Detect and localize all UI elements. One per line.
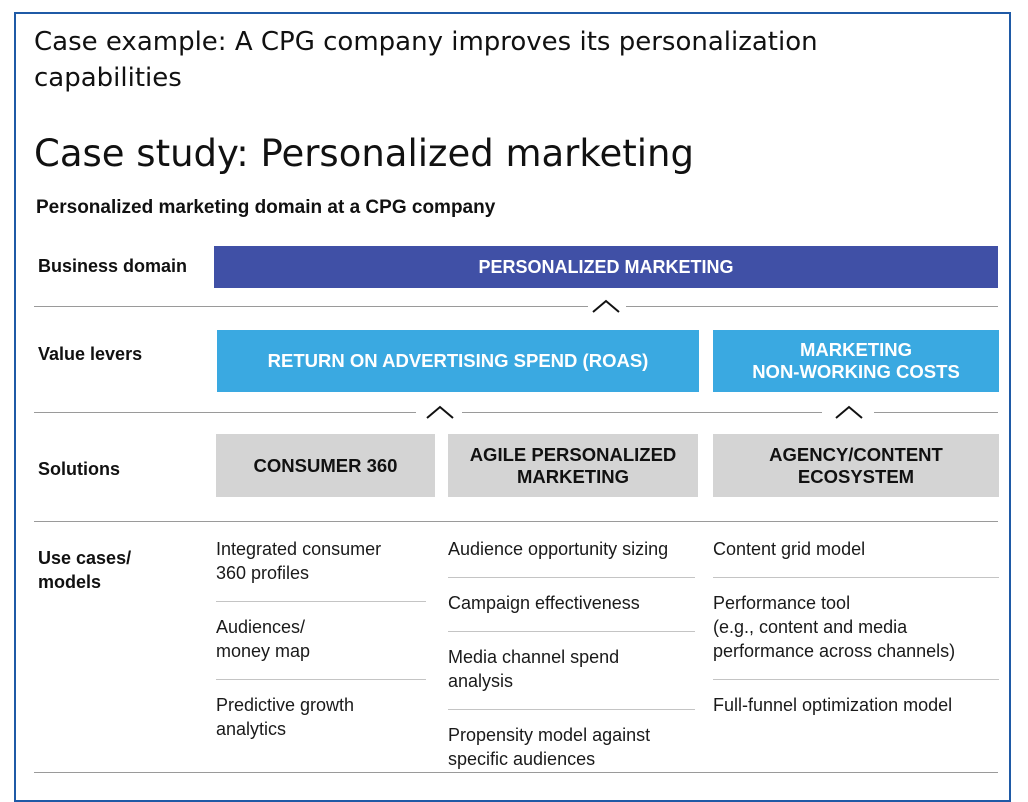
use-case-column-agency-content: Content grid model Performance tool (e.g… bbox=[713, 536, 999, 719]
divider-line bbox=[874, 412, 998, 413]
use-case-item: Audience opportunity sizing bbox=[448, 539, 669, 559]
use-case-divider bbox=[448, 709, 695, 710]
use-case-divider bbox=[216, 679, 426, 680]
divider-line bbox=[626, 306, 998, 307]
value-lever-roas: RETURN ON ADVERTISING SPEND (ROAS) bbox=[217, 330, 699, 392]
case-example-title: Case example: A CPG company improves its… bbox=[34, 27, 818, 93]
use-case-divider bbox=[713, 577, 999, 578]
value-lever-non-working-costs: MARKETING NON-WORKING COSTS bbox=[713, 330, 999, 392]
chevron-up-icon bbox=[426, 405, 454, 419]
use-case-item: Campaign effectiveness bbox=[448, 593, 640, 613]
row-label-solutions: Solutions bbox=[38, 459, 120, 479]
divider-line bbox=[34, 306, 588, 307]
divider-line bbox=[34, 412, 416, 413]
use-case-item: Integrated consumer 360 profiles bbox=[216, 539, 382, 583]
use-case-divider bbox=[713, 679, 999, 680]
use-case-item: Full-funnel optimization model bbox=[713, 695, 953, 715]
row-label-business-domain: Business domain bbox=[38, 256, 188, 276]
use-case-divider bbox=[448, 577, 695, 578]
solution-agency-content-ecosystem: AGENCY/CONTENT ECOSYSTEM bbox=[713, 434, 999, 497]
solution-agile-personalized-marketing: AGILE PERSONALIZED MARKETING bbox=[448, 434, 698, 497]
use-case-divider bbox=[448, 631, 695, 632]
divider-line bbox=[34, 521, 998, 522]
use-case-item: Audiences/ money map bbox=[216, 617, 311, 661]
chevron-up-icon bbox=[592, 299, 620, 313]
row-label-use-cases: Use cases/ models bbox=[38, 548, 132, 592]
use-case-column-agile-marketing: Audience opportunity sizing Campaign eff… bbox=[448, 536, 695, 773]
case-study-title: Case study: Personalized marketing bbox=[34, 132, 694, 175]
divider-line bbox=[34, 772, 998, 773]
use-case-column-consumer-360: Integrated consumer 360 profiles Audienc… bbox=[216, 536, 426, 743]
use-case-item: Propensity model against specific audien… bbox=[448, 725, 651, 769]
row-label-value-levers: Value levers bbox=[38, 344, 143, 364]
use-case-item: Predictive growth analytics bbox=[216, 695, 355, 739]
divider-line bbox=[462, 412, 822, 413]
use-case-item: Content grid model bbox=[713, 539, 866, 559]
case-study-subtitle: Personalized marketing domain at a CPG c… bbox=[36, 197, 496, 218]
solution-consumer-360: CONSUMER 360 bbox=[216, 434, 435, 497]
business-domain-box: PERSONALIZED MARKETING bbox=[214, 246, 998, 288]
use-case-item: Performance tool (e.g., content and medi… bbox=[713, 593, 956, 661]
use-case-divider bbox=[216, 601, 426, 602]
chevron-up-icon bbox=[835, 405, 863, 419]
use-case-item: Media channel spend analysis bbox=[448, 647, 620, 691]
